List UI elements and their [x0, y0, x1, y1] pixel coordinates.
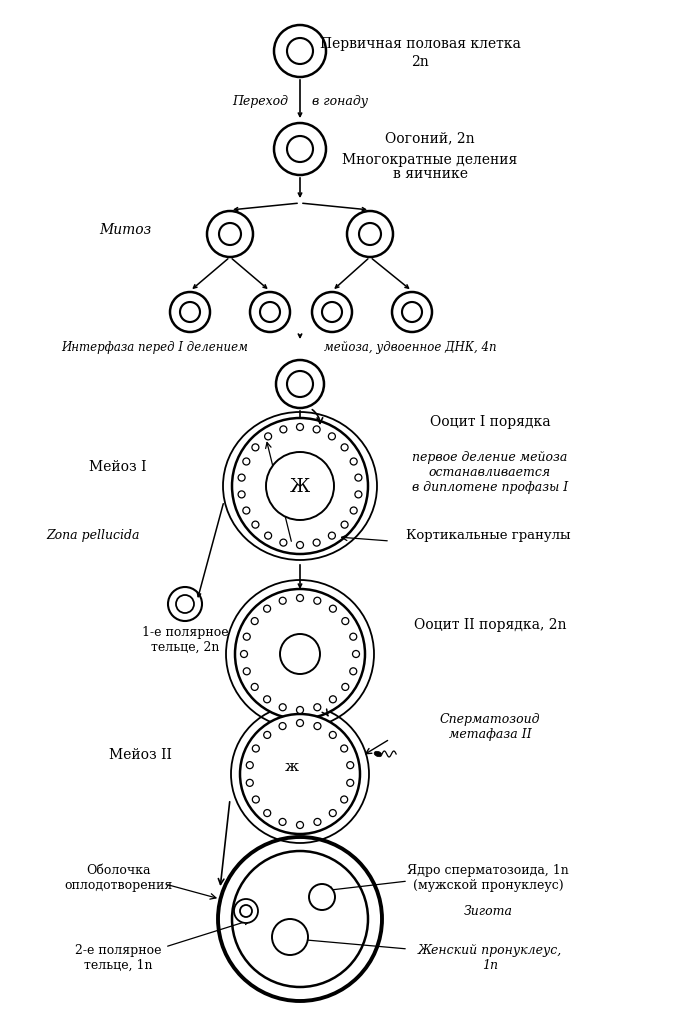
Circle shape: [297, 542, 303, 549]
Circle shape: [252, 745, 259, 752]
Circle shape: [309, 884, 335, 910]
Circle shape: [297, 707, 303, 713]
Text: Первичная половая клетка: Первичная половая клетка: [320, 37, 520, 51]
Circle shape: [251, 618, 258, 625]
Text: 2-е полярное
тельце, 1n: 2-е полярное тельце, 1n: [75, 943, 161, 971]
Circle shape: [353, 651, 359, 658]
Circle shape: [350, 634, 357, 641]
Circle shape: [314, 704, 321, 711]
Text: Интерфаза перед I делением: Интерфаза перед I делением: [61, 341, 248, 355]
Circle shape: [263, 696, 271, 703]
Text: ж: ж: [285, 759, 299, 773]
Circle shape: [346, 762, 354, 769]
Circle shape: [246, 762, 253, 769]
Circle shape: [329, 433, 336, 440]
Circle shape: [280, 427, 287, 433]
Text: Сперматозоид
метафаза II: Сперматозоид метафаза II: [440, 712, 540, 740]
Circle shape: [297, 424, 303, 431]
Circle shape: [355, 491, 362, 498]
Circle shape: [243, 668, 250, 676]
Circle shape: [313, 540, 320, 546]
Circle shape: [341, 444, 348, 451]
Text: Ж: Ж: [290, 478, 310, 495]
Circle shape: [246, 780, 253, 787]
Circle shape: [240, 905, 252, 917]
Circle shape: [252, 444, 259, 451]
Circle shape: [238, 491, 245, 498]
Text: Мейоз II: Мейоз II: [108, 747, 171, 761]
Circle shape: [240, 714, 360, 835]
Circle shape: [241, 651, 248, 658]
Circle shape: [314, 722, 321, 730]
Circle shape: [235, 589, 365, 719]
Text: Оогоний, 2n: Оогоний, 2n: [385, 130, 475, 145]
Circle shape: [314, 598, 321, 604]
Circle shape: [297, 821, 303, 828]
Text: Ооцит I порядка: Ооцит I порядка: [430, 415, 550, 429]
Circle shape: [355, 475, 362, 482]
Circle shape: [243, 459, 250, 466]
Circle shape: [329, 533, 336, 540]
Circle shape: [314, 818, 321, 825]
Text: Ооцит II порядка, 2n: Ооцит II порядка, 2n: [414, 618, 566, 632]
Circle shape: [279, 722, 286, 730]
Text: Зигота: Зигота: [464, 905, 512, 917]
Circle shape: [251, 684, 258, 691]
Circle shape: [252, 796, 259, 803]
Circle shape: [297, 595, 303, 602]
Circle shape: [264, 810, 271, 817]
Text: Zona pellucida: Zona pellucida: [46, 528, 140, 541]
Circle shape: [243, 634, 250, 641]
Circle shape: [329, 696, 336, 703]
Circle shape: [350, 459, 357, 466]
Circle shape: [329, 605, 336, 612]
Circle shape: [232, 851, 368, 987]
Text: первое деление мейоза
останавливается
в диплотене профазы I: первое деление мейоза останавливается в …: [412, 450, 568, 493]
Circle shape: [238, 475, 245, 482]
Text: 2n: 2n: [411, 55, 429, 69]
Circle shape: [350, 668, 357, 676]
Text: мейоза, удвоенное ДНК, 4n: мейоза, удвоенное ДНК, 4n: [324, 341, 496, 355]
Ellipse shape: [374, 752, 382, 757]
Circle shape: [263, 605, 271, 612]
Text: в яичнике: в яичнике: [393, 167, 467, 180]
Text: Оболочка
оплодотворения: Оболочка оплодотворения: [64, 863, 172, 892]
Circle shape: [342, 618, 349, 625]
Text: Кортикальные гранулы: Кортикальные гранулы: [406, 528, 570, 541]
Text: в гонаду: в гонаду: [312, 96, 368, 108]
Text: Мейоз I: Мейоз I: [89, 460, 147, 474]
Text: Митоз: Митоз: [99, 223, 151, 236]
Circle shape: [279, 818, 286, 825]
Circle shape: [329, 732, 336, 739]
Text: Женский пронуклеус,
1n: Женский пронуклеус, 1n: [418, 943, 562, 971]
Circle shape: [350, 507, 357, 515]
Circle shape: [280, 635, 320, 675]
Circle shape: [279, 704, 286, 711]
Circle shape: [265, 533, 271, 540]
Circle shape: [329, 810, 336, 817]
Circle shape: [341, 745, 348, 752]
Circle shape: [341, 796, 348, 803]
Circle shape: [341, 522, 348, 529]
Circle shape: [252, 522, 259, 529]
Circle shape: [234, 899, 258, 923]
Circle shape: [346, 780, 354, 787]
Text: Переход: Переход: [232, 96, 288, 108]
Circle shape: [266, 452, 334, 521]
Text: Многократные деления: Многократные деления: [342, 153, 518, 167]
Circle shape: [264, 732, 271, 739]
Circle shape: [232, 419, 368, 554]
Circle shape: [280, 540, 287, 546]
Circle shape: [265, 433, 271, 440]
Circle shape: [342, 684, 349, 691]
Text: 1-е полярное
тельце, 2n: 1-е полярное тельце, 2n: [142, 626, 228, 653]
Circle shape: [243, 507, 250, 515]
Circle shape: [279, 598, 286, 604]
Circle shape: [297, 719, 303, 727]
Circle shape: [313, 427, 320, 433]
Circle shape: [272, 919, 308, 955]
Text: Ядро сперматозоида, 1n
(мужской пронуклеус): Ядро сперматозоида, 1n (мужской пронукле…: [407, 863, 569, 892]
